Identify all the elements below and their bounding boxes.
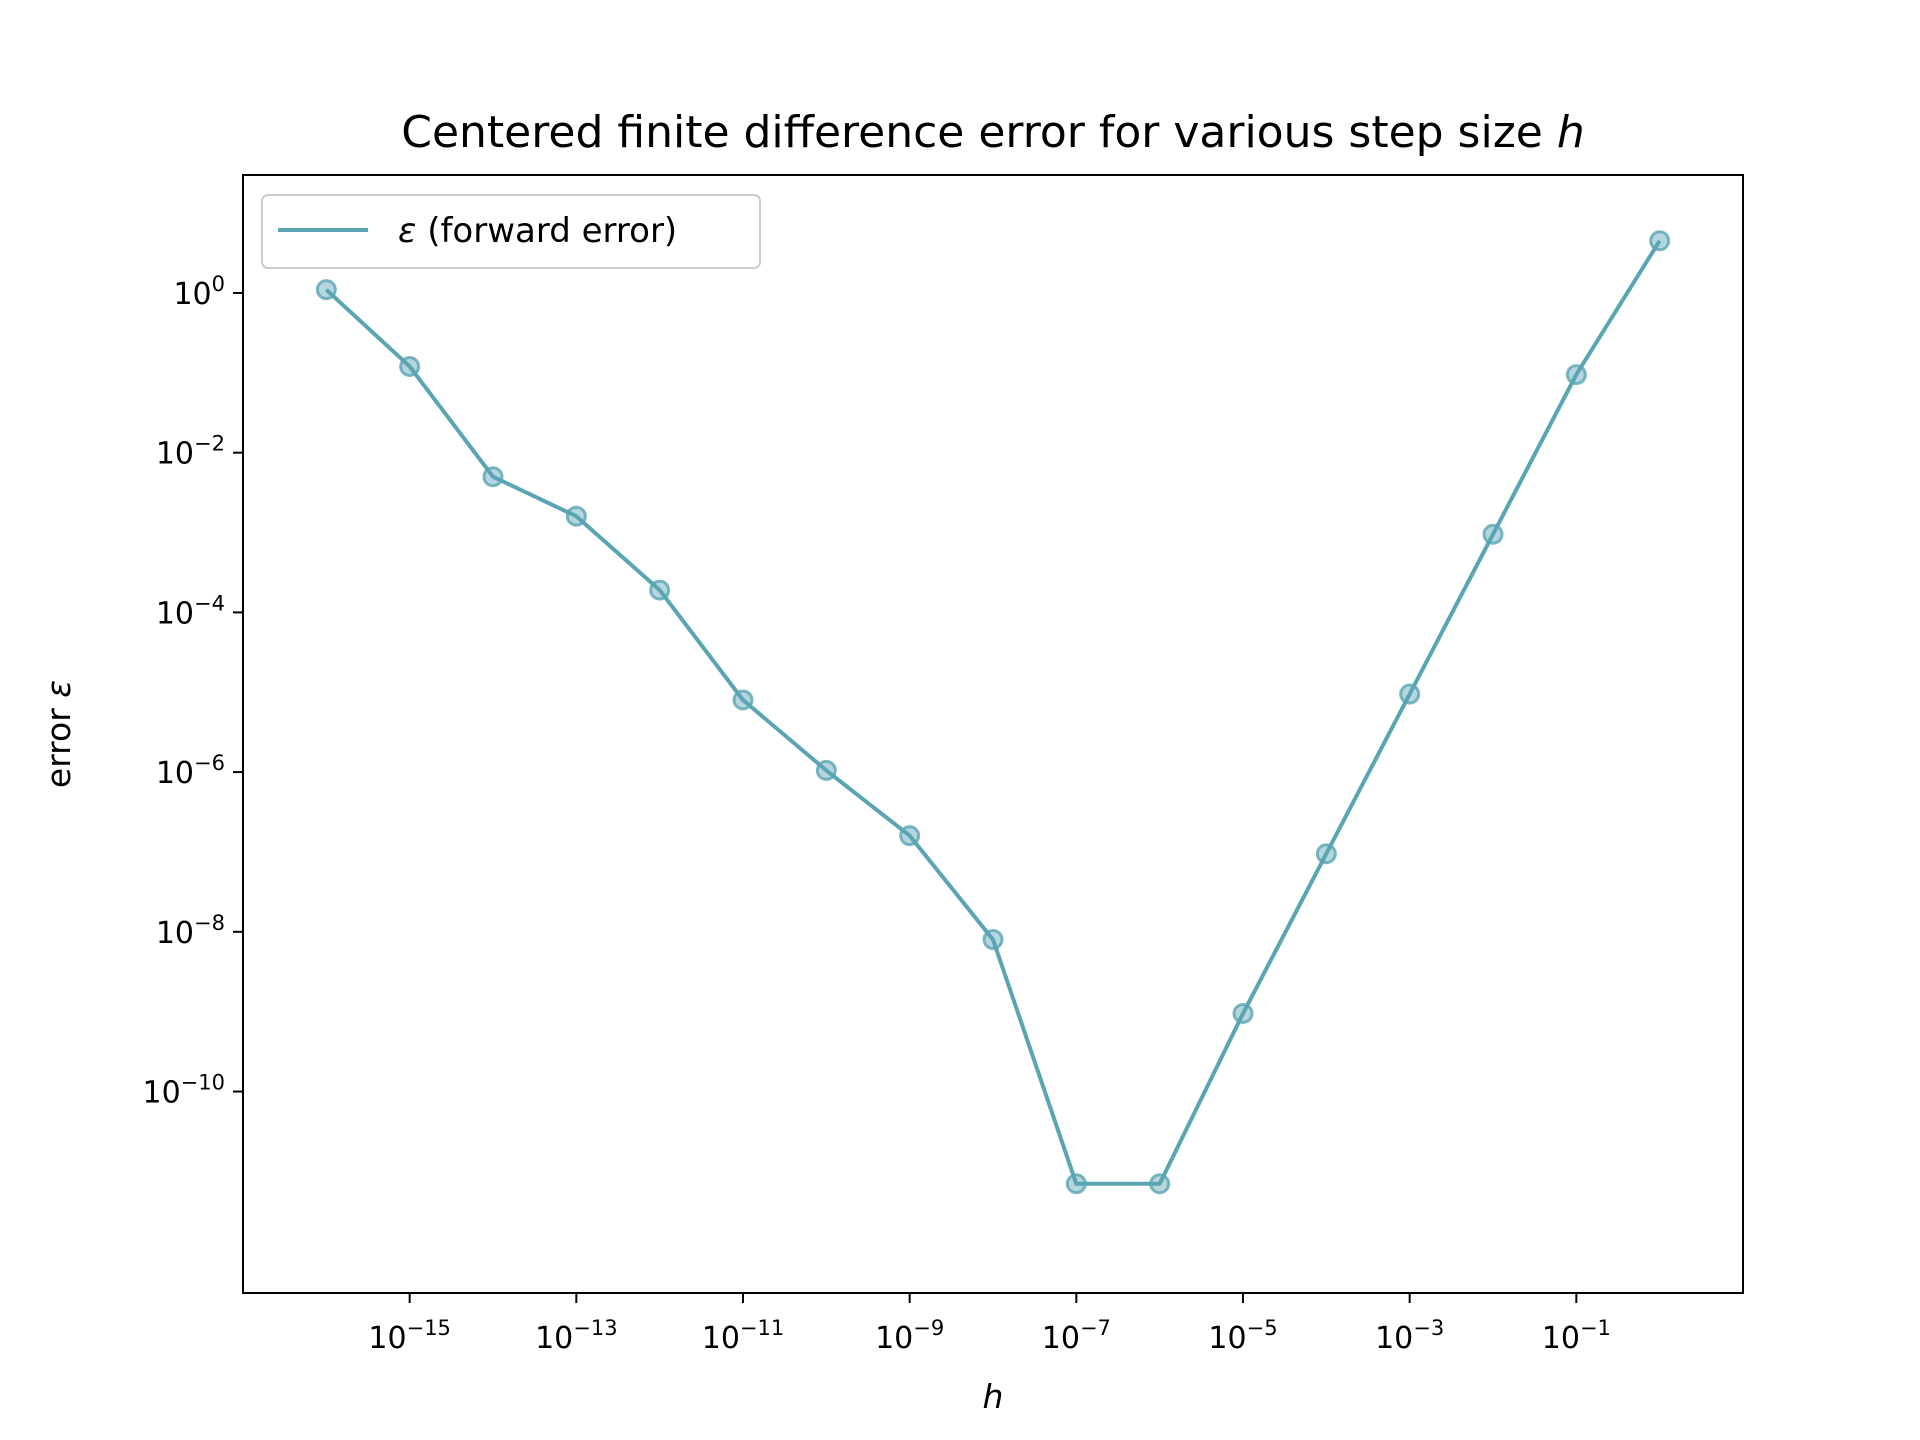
data-point <box>649 579 671 601</box>
legend-box <box>261 194 761 269</box>
y-axis-label: error ε <box>39 680 78 788</box>
plot-area <box>315 230 1671 1195</box>
y-axis-label-variable: ε <box>39 680 78 698</box>
data-point <box>1232 1002 1254 1024</box>
y-tick-label: 10−2 <box>156 432 225 472</box>
chart-title-text: Centered finite difference error for var… <box>401 107 1557 158</box>
data-point <box>565 505 587 527</box>
y-tick-label: 10−10 <box>142 1071 225 1111</box>
data-point <box>815 759 837 781</box>
x-tick-label: 10−3 <box>1375 1316 1444 1356</box>
data-point <box>1482 523 1504 545</box>
data-point <box>1399 683 1421 705</box>
x-axis-label: h <box>983 1377 1004 1416</box>
legend-label-variable: ε <box>398 211 416 251</box>
x-tick-label: 10−5 <box>1208 1316 1277 1356</box>
legend-label: ε (forward error) <box>398 211 677 251</box>
x-tick-label: 10−15 <box>368 1316 451 1356</box>
x-tick-label: 10−7 <box>1042 1316 1111 1356</box>
chart-title-variable: h <box>1557 107 1585 158</box>
data-point <box>982 929 1004 951</box>
y-tick-label: 10−8 <box>156 911 225 951</box>
x-tick-label: 10−11 <box>702 1316 785 1356</box>
data-point <box>399 355 421 377</box>
data-point <box>315 279 337 301</box>
x-tick-label: 10−9 <box>875 1316 944 1356</box>
x-tick-label: 10−13 <box>535 1316 618 1356</box>
data-point <box>1565 364 1587 386</box>
data-point <box>1065 1173 1087 1195</box>
data-point <box>899 825 921 847</box>
data-point <box>1649 230 1671 252</box>
y-tick-label: 10−4 <box>156 591 225 631</box>
legend: ε (forward error) <box>261 194 761 269</box>
x-tick-label: 10−1 <box>1542 1316 1611 1356</box>
legend-label-text: (forward error) <box>416 211 677 251</box>
data-point <box>482 466 504 488</box>
data-point <box>1149 1173 1171 1195</box>
axes-frame <box>242 174 1744 1294</box>
chart-title: Centered finite difference error for var… <box>401 107 1585 158</box>
data-point <box>1315 843 1337 865</box>
data-point <box>732 689 754 711</box>
y-tick-label: 10−6 <box>156 751 225 791</box>
series-line <box>324 239 1662 1186</box>
y-tick-label: 100 <box>173 272 225 312</box>
y-axis-label-text: error <box>39 698 78 788</box>
